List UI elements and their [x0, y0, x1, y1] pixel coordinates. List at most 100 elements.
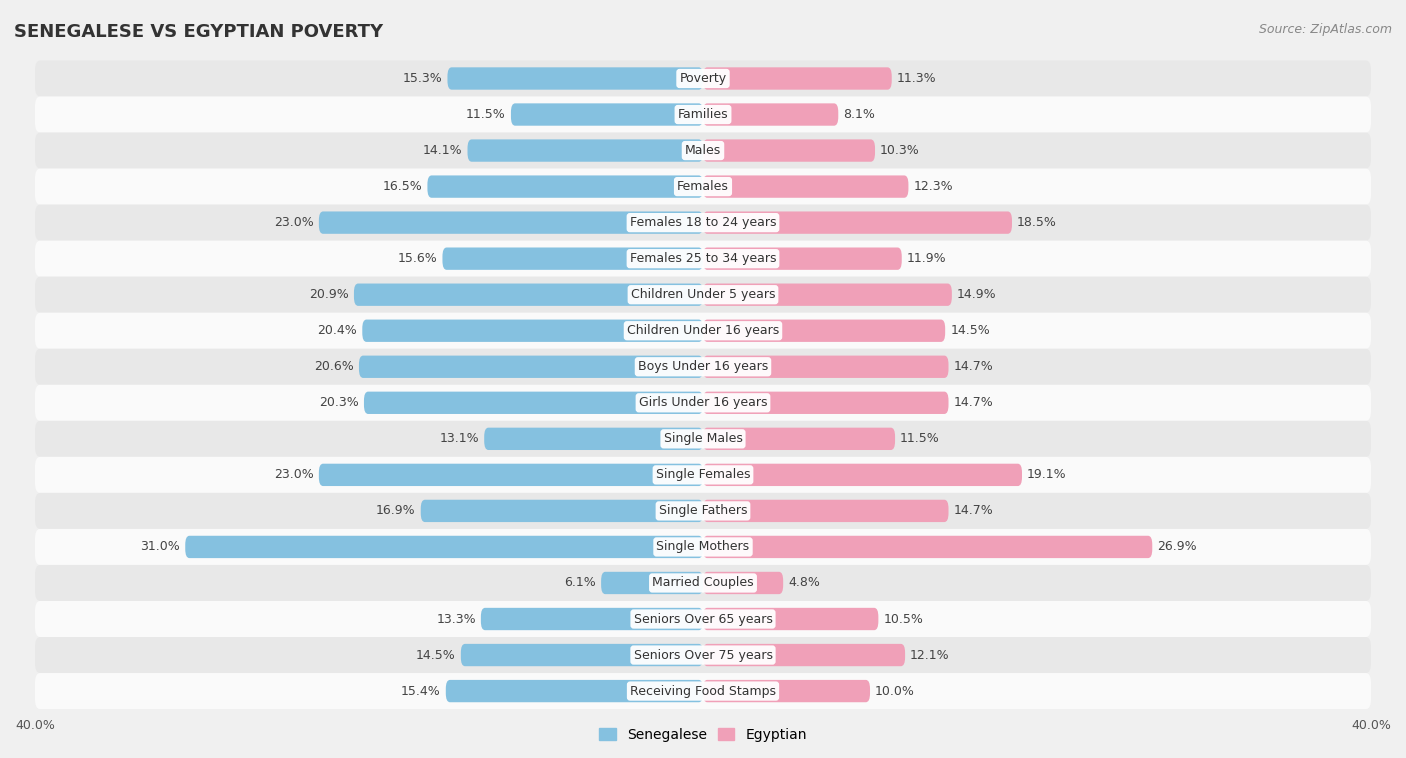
Text: Children Under 16 years: Children Under 16 years: [627, 324, 779, 337]
Text: 26.9%: 26.9%: [1157, 540, 1197, 553]
FancyBboxPatch shape: [35, 673, 1371, 709]
Text: 31.0%: 31.0%: [141, 540, 180, 553]
FancyBboxPatch shape: [703, 67, 891, 89]
FancyBboxPatch shape: [703, 320, 945, 342]
FancyBboxPatch shape: [703, 680, 870, 702]
Text: 20.4%: 20.4%: [318, 324, 357, 337]
FancyBboxPatch shape: [35, 601, 1371, 637]
FancyBboxPatch shape: [35, 529, 1371, 565]
Text: Females 18 to 24 years: Females 18 to 24 years: [630, 216, 776, 229]
Text: Children Under 5 years: Children Under 5 years: [631, 288, 775, 301]
Text: 14.7%: 14.7%: [953, 396, 993, 409]
Text: 23.0%: 23.0%: [274, 216, 314, 229]
FancyBboxPatch shape: [481, 608, 703, 630]
Text: 20.9%: 20.9%: [309, 288, 349, 301]
Text: 11.3%: 11.3%: [897, 72, 936, 85]
FancyBboxPatch shape: [461, 644, 703, 666]
Text: Females: Females: [678, 180, 728, 193]
Text: Receiving Food Stamps: Receiving Food Stamps: [630, 684, 776, 697]
Text: Boys Under 16 years: Boys Under 16 years: [638, 360, 768, 373]
FancyBboxPatch shape: [420, 500, 703, 522]
Text: 19.1%: 19.1%: [1026, 468, 1067, 481]
FancyBboxPatch shape: [443, 248, 703, 270]
FancyBboxPatch shape: [703, 644, 905, 666]
Text: Seniors Over 65 years: Seniors Over 65 years: [634, 612, 772, 625]
Text: 13.1%: 13.1%: [440, 432, 479, 446]
Text: Seniors Over 75 years: Seniors Over 75 years: [634, 649, 772, 662]
FancyBboxPatch shape: [703, 211, 1012, 233]
FancyBboxPatch shape: [703, 608, 879, 630]
FancyBboxPatch shape: [359, 356, 703, 378]
FancyBboxPatch shape: [446, 680, 703, 702]
FancyBboxPatch shape: [35, 385, 1371, 421]
Text: SENEGALESE VS EGYPTIAN POVERTY: SENEGALESE VS EGYPTIAN POVERTY: [14, 23, 384, 41]
FancyBboxPatch shape: [703, 464, 1022, 486]
Text: 14.7%: 14.7%: [953, 504, 993, 518]
FancyBboxPatch shape: [35, 240, 1371, 277]
FancyBboxPatch shape: [703, 536, 1153, 558]
Text: 15.4%: 15.4%: [401, 684, 441, 697]
Text: 13.3%: 13.3%: [436, 612, 475, 625]
FancyBboxPatch shape: [35, 637, 1371, 673]
FancyBboxPatch shape: [319, 211, 703, 233]
FancyBboxPatch shape: [703, 175, 908, 198]
FancyBboxPatch shape: [703, 356, 949, 378]
FancyBboxPatch shape: [468, 139, 703, 161]
FancyBboxPatch shape: [447, 67, 703, 89]
Text: 12.1%: 12.1%: [910, 649, 949, 662]
FancyBboxPatch shape: [35, 349, 1371, 385]
Text: 15.6%: 15.6%: [398, 252, 437, 265]
Text: Females 25 to 34 years: Females 25 to 34 years: [630, 252, 776, 265]
FancyBboxPatch shape: [35, 457, 1371, 493]
FancyBboxPatch shape: [354, 283, 703, 306]
FancyBboxPatch shape: [35, 133, 1371, 168]
FancyBboxPatch shape: [703, 139, 875, 161]
FancyBboxPatch shape: [703, 572, 783, 594]
FancyBboxPatch shape: [35, 493, 1371, 529]
FancyBboxPatch shape: [35, 205, 1371, 240]
Text: Single Fathers: Single Fathers: [659, 504, 747, 518]
Text: 11.5%: 11.5%: [900, 432, 939, 446]
Text: 14.9%: 14.9%: [957, 288, 997, 301]
FancyBboxPatch shape: [703, 248, 901, 270]
FancyBboxPatch shape: [703, 392, 949, 414]
Text: 10.0%: 10.0%: [875, 684, 915, 697]
FancyBboxPatch shape: [363, 320, 703, 342]
Text: 10.3%: 10.3%: [880, 144, 920, 157]
Text: Single Females: Single Females: [655, 468, 751, 481]
FancyBboxPatch shape: [319, 464, 703, 486]
FancyBboxPatch shape: [364, 392, 703, 414]
Text: 16.5%: 16.5%: [382, 180, 422, 193]
FancyBboxPatch shape: [703, 428, 896, 450]
Text: Families: Families: [678, 108, 728, 121]
FancyBboxPatch shape: [703, 103, 838, 126]
Text: 16.9%: 16.9%: [377, 504, 416, 518]
Text: 18.5%: 18.5%: [1017, 216, 1057, 229]
FancyBboxPatch shape: [186, 536, 703, 558]
FancyBboxPatch shape: [35, 277, 1371, 313]
Legend: Senegalese, Egyptian: Senegalese, Egyptian: [593, 722, 813, 747]
FancyBboxPatch shape: [427, 175, 703, 198]
Text: 10.5%: 10.5%: [883, 612, 924, 625]
Text: 14.5%: 14.5%: [950, 324, 990, 337]
Text: 14.5%: 14.5%: [416, 649, 456, 662]
Text: 11.9%: 11.9%: [907, 252, 946, 265]
Text: 4.8%: 4.8%: [789, 577, 820, 590]
Text: Poverty: Poverty: [679, 72, 727, 85]
Text: 6.1%: 6.1%: [564, 577, 596, 590]
FancyBboxPatch shape: [35, 168, 1371, 205]
Text: Married Couples: Married Couples: [652, 577, 754, 590]
Text: 11.5%: 11.5%: [467, 108, 506, 121]
Text: 20.6%: 20.6%: [314, 360, 354, 373]
Text: 15.3%: 15.3%: [402, 72, 443, 85]
FancyBboxPatch shape: [602, 572, 703, 594]
Text: Single Mothers: Single Mothers: [657, 540, 749, 553]
Text: 14.1%: 14.1%: [423, 144, 463, 157]
FancyBboxPatch shape: [35, 96, 1371, 133]
FancyBboxPatch shape: [484, 428, 703, 450]
FancyBboxPatch shape: [510, 103, 703, 126]
FancyBboxPatch shape: [35, 565, 1371, 601]
Text: Males: Males: [685, 144, 721, 157]
Text: 14.7%: 14.7%: [953, 360, 993, 373]
Text: 20.3%: 20.3%: [319, 396, 359, 409]
